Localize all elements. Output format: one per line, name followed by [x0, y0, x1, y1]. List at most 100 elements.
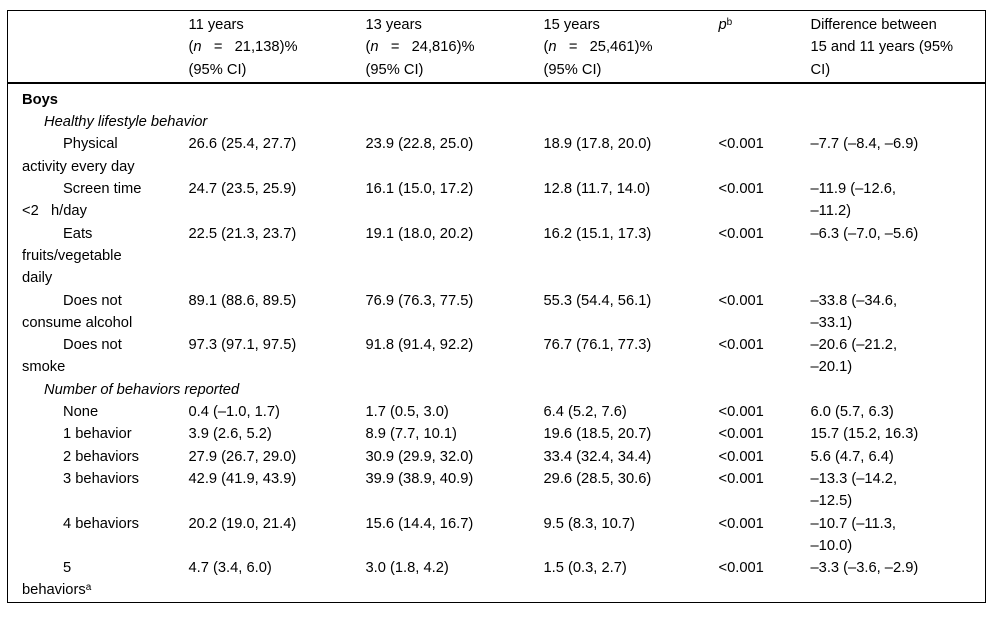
- difference-cell: –7.7 (–8.4, –6.9): [811, 133, 986, 178]
- value-13-years-cell: 23.9 (22.8, 25.0): [366, 133, 544, 178]
- value-13-years-cell: 39.9 (38.9, 40.9): [366, 468, 544, 513]
- value-15-years: 9.5 (8.3, 10.7): [543, 515, 635, 532]
- row-label-line: activity every day: [22, 158, 135, 175]
- row-label-cell: 3 behaviors: [8, 468, 189, 513]
- header-n-line: (n = 24,816)%: [366, 36, 544, 58]
- difference-cell: [811, 83, 986, 111]
- value-11-years-cell: 26.6 (25.4, 27.7): [189, 133, 366, 178]
- value-11-years-cell: 97.3 (97.1, 97.5): [189, 334, 366, 379]
- n-value: 24,816)%: [411, 39, 475, 56]
- table-row: Does not consume alcohol 89.1 (88.6, 89.5)…: [8, 290, 986, 335]
- header-13-years: 13 years (n = 24,816)% (95% CI): [365, 10, 544, 84]
- p-value-cell: <0.001: [719, 178, 811, 223]
- row-label-cell: 1 behavior: [8, 423, 189, 445]
- value-15-years: 18.9 (17.8, 20.0): [543, 136, 652, 153]
- equals: =: [378, 39, 412, 56]
- difference-value-line: 5.6 (4.7, 6.4): [810, 448, 894, 465]
- value-15-years-cell: [544, 111, 719, 133]
- table-row: 5 behaviorsa 4.7 (3.4, 6.0) 3.0 (1.8, 4.2) 1…: [8, 557, 986, 602]
- value-11-years: 89.1 (88.6, 89.5): [188, 292, 297, 309]
- value-11-years-cell: 24.7 (23.5, 25.9): [189, 178, 366, 223]
- row-label-cell: 2 behaviors: [8, 446, 189, 468]
- p-value-cell: <0.001: [719, 223, 811, 290]
- row-label-line: Boys: [22, 91, 58, 108]
- value-11-years: 22.5 (21.3, 23.7): [188, 225, 297, 242]
- value-11-years-cell: 20.2 (19.0, 21.4): [189, 513, 366, 558]
- value-13-years: 23.9 (22.8, 25.0): [365, 136, 474, 153]
- value-15-years: 29.6 (28.5, 30.6): [543, 470, 652, 487]
- p-value: <0.001: [718, 181, 764, 198]
- difference-value-line: –6.3 (–7.0, –5.6): [810, 225, 919, 242]
- value-15-years-cell: [544, 379, 719, 401]
- value-13-years: 91.8 (91.4, 92.2): [365, 337, 474, 354]
- n-variable: n: [193, 39, 202, 56]
- row-label-line: behaviorsa: [22, 582, 92, 599]
- value-13-years-cell: 19.1 (18.0, 20.2): [366, 223, 544, 290]
- p-value: <0.001: [718, 292, 764, 309]
- row-label-line: consume alcohol: [22, 314, 133, 331]
- value-13-years-cell: [366, 111, 544, 133]
- difference-cell: –13.3 (–14.2, –12.5): [811, 468, 986, 513]
- value-13-years-cell: 15.6 (14.4, 16.7): [366, 513, 544, 558]
- table-row: Physical activity every day 26.6 (25.4, 27…: [8, 133, 986, 178]
- n-variable: n: [370, 39, 379, 56]
- value-13-years-cell: 30.9 (29.9, 32.0): [366, 446, 544, 468]
- difference-cell: –20.6 (–21.2, –20.1): [811, 334, 986, 379]
- header-n-line: (n = 25,461)%: [544, 36, 719, 58]
- table-row: Eats fruits/vegetable daily 22.5 (21.3, 23.…: [8, 223, 986, 290]
- paper-page: 11 years (n = 21,138)% (95% CI) 13 years…: [0, 10, 992, 627]
- header-row-label-cell: [7, 10, 189, 84]
- section-row: Boys: [8, 83, 986, 111]
- value-13-years: 16.1 (15.0, 17.2): [365, 181, 474, 198]
- header-diff-line: Difference between: [810, 17, 937, 33]
- subsection-row: Number of behaviors reported: [8, 379, 986, 401]
- difference-value-line: –20.6 (–21.2,: [810, 337, 898, 354]
- row-label-line: None: [63, 404, 99, 421]
- row-label-cell: None: [8, 401, 189, 423]
- value-15-years-cell: 18.9 (17.8, 20.0): [544, 133, 719, 178]
- table-body: Boys Healthy lifestyle behavior Physical ac…: [8, 83, 986, 602]
- table-row: 1 behavior 3.9 (2.6, 5.2) 8.9 (7.7, 10.1) 1…: [8, 423, 986, 445]
- value-13-years-cell: 76.9 (76.3, 77.5): [366, 290, 544, 335]
- value-15-years: 16.2 (15.1, 17.3): [543, 225, 652, 242]
- difference-cell: –10.7 (–11.3, –10.0): [811, 513, 986, 558]
- difference-cell: 6.0 (5.7, 6.3): [811, 401, 986, 423]
- value-11-years: 97.3 (97.1, 97.5): [188, 337, 297, 354]
- value-11-years-cell: 0.4 (–1.0, 1.7): [189, 401, 366, 423]
- value-13-years: 30.9 (29.9, 32.0): [365, 448, 474, 465]
- header-diff-line: 15 and 11 years (95%: [810, 39, 954, 56]
- row-label-cell: Healthy lifestyle behavior: [8, 111, 207, 133]
- p-value-cell: [719, 83, 811, 111]
- difference-value-line: –13.3 (–14.2,: [810, 470, 898, 487]
- row-label-cell: Eats fruits/vegetable daily: [8, 223, 189, 290]
- row-label-line: 5: [63, 560, 72, 577]
- n-variable: n: [548, 39, 557, 56]
- header-ci-label: (95% CI): [188, 61, 247, 78]
- p-value-cell: <0.001: [719, 557, 811, 602]
- difference-cell: 15.7 (15.2, 16.3): [811, 423, 986, 445]
- value-11-years-cell: 4.7 (3.4, 6.0): [189, 557, 366, 602]
- equals: =: [201, 39, 235, 56]
- value-11-years-cell: 42.9 (41.9, 43.9): [189, 468, 366, 513]
- difference-cell: –6.3 (–7.0, –5.6): [811, 223, 986, 290]
- value-15-years-cell: 29.6 (28.5, 30.6): [544, 468, 719, 513]
- row-label-line: Screen time: [63, 181, 142, 198]
- difference-value-line: –7.7 (–8.4, –6.9): [810, 136, 919, 153]
- table-header: 11 years (n = 21,138)% (95% CI) 13 years…: [7, 10, 986, 84]
- row-label-line: fruits/vegetable: [22, 247, 122, 264]
- table-row: Does not smoke 97.3 (97.1, 97.5) 91.8 (91.4…: [8, 334, 986, 379]
- value-11-years: 24.7 (23.5, 25.9): [188, 181, 297, 198]
- p-value-cell: [719, 111, 811, 133]
- value-15-years-cell: 33.4 (32.4, 34.4): [544, 446, 719, 468]
- value-15-years-cell: 1.5 (0.3, 2.7): [544, 557, 719, 602]
- value-11-years-cell: 89.1 (88.6, 89.5): [189, 290, 366, 335]
- value-13-years-cell: 3.0 (1.8, 4.2): [366, 557, 544, 602]
- header-diff-line: CI): [810, 61, 831, 78]
- value-13-years: 19.1 (18.0, 20.2): [365, 225, 474, 242]
- value-13-years-cell: 8.9 (7.7, 10.1): [366, 423, 544, 445]
- table-row: Screen time <2 h/day 24.7 (23.5, 25.9) 16.1…: [8, 178, 986, 223]
- header-difference: Difference between 15 and 11 years (95% …: [810, 10, 986, 84]
- row-label-cell: Does not consume alcohol: [8, 290, 189, 335]
- row-label-cell: Number of behaviors reported: [8, 379, 239, 401]
- paren: (: [188, 39, 194, 56]
